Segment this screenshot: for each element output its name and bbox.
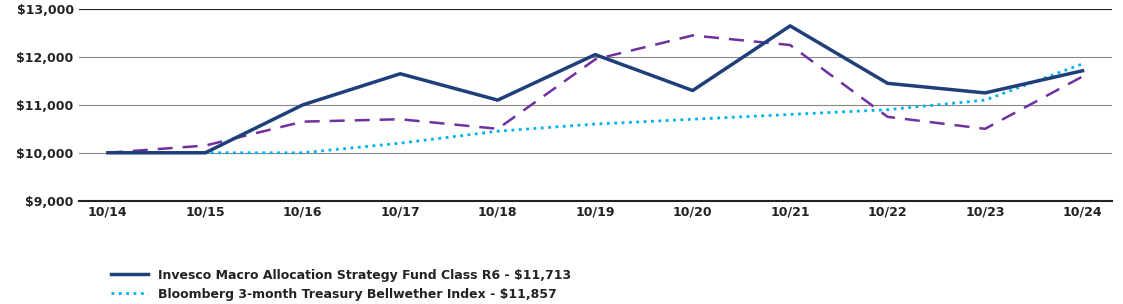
Invesco Macro Allocation Strategy Fund Class R6 - $11,713 (393, 72, 407, 76)
Bloomberg 3-month Treasury Bellwether Index - $11,857 (199, 151, 212, 154)
Bloomberg 3-month Treasury Bellwether Index - $11,857 (978, 98, 992, 102)
Bloomberg 3-month Treasury Bellwether Index - $11,857 (393, 141, 407, 145)
Bloomberg U.S. Aggregate Bond Index - $11,593 (199, 144, 212, 147)
Bloomberg 3-month Treasury Bellwether Index - $11,857 (686, 117, 700, 121)
Bloomberg 3-month Treasury Bellwether Index - $11,857 (784, 112, 797, 116)
Bloomberg U.S. Aggregate Bond Index - $11,593 (978, 127, 992, 131)
Invesco Macro Allocation Strategy Fund Class R6 - $11,713 (784, 24, 797, 28)
Bloomberg 3-month Treasury Bellwether Index - $11,857 (1076, 62, 1089, 66)
Legend: Invesco Macro Allocation Strategy Fund Class R6 - $11,713, Bloomberg 3-month Tre: Invesco Macro Allocation Strategy Fund C… (106, 264, 576, 304)
Bloomberg U.S. Aggregate Bond Index - $11,593 (686, 34, 700, 37)
Bloomberg U.S. Aggregate Bond Index - $11,593 (491, 127, 504, 131)
Invesco Macro Allocation Strategy Fund Class R6 - $11,713 (880, 81, 894, 85)
Bloomberg 3-month Treasury Bellwether Index - $11,857 (101, 151, 115, 154)
Invesco Macro Allocation Strategy Fund Class R6 - $11,713 (978, 91, 992, 95)
Invesco Macro Allocation Strategy Fund Class R6 - $11,713 (491, 98, 504, 102)
Invesco Macro Allocation Strategy Fund Class R6 - $11,713 (101, 151, 115, 154)
Bloomberg 3-month Treasury Bellwether Index - $11,857 (880, 108, 894, 112)
Bloomberg 3-month Treasury Bellwether Index - $11,857 (491, 130, 504, 133)
Invesco Macro Allocation Strategy Fund Class R6 - $11,713 (1076, 69, 1089, 73)
Invesco Macro Allocation Strategy Fund Class R6 - $11,713 (296, 103, 310, 107)
Invesco Macro Allocation Strategy Fund Class R6 - $11,713 (686, 89, 700, 92)
Bloomberg U.S. Aggregate Bond Index - $11,593 (296, 120, 310, 123)
Bloomberg U.S. Aggregate Bond Index - $11,593 (1076, 75, 1089, 78)
Bloomberg U.S. Aggregate Bond Index - $11,593 (588, 57, 602, 61)
Bloomberg 3-month Treasury Bellwether Index - $11,857 (296, 151, 310, 154)
Line: Invesco Macro Allocation Strategy Fund Class R6 - $11,713: Invesco Macro Allocation Strategy Fund C… (108, 26, 1083, 153)
Line: Bloomberg 3-month Treasury Bellwether Index - $11,857: Bloomberg 3-month Treasury Bellwether In… (108, 64, 1083, 153)
Bloomberg U.S. Aggregate Bond Index - $11,593 (101, 151, 115, 154)
Bloomberg U.S. Aggregate Bond Index - $11,593 (393, 117, 407, 121)
Line: Bloomberg U.S. Aggregate Bond Index - $11,593: Bloomberg U.S. Aggregate Bond Index - $1… (108, 36, 1083, 153)
Invesco Macro Allocation Strategy Fund Class R6 - $11,713 (588, 53, 602, 57)
Bloomberg U.S. Aggregate Bond Index - $11,593 (880, 115, 894, 119)
Bloomberg 3-month Treasury Bellwether Index - $11,857 (588, 122, 602, 126)
Invesco Macro Allocation Strategy Fund Class R6 - $11,713 (199, 151, 212, 154)
Bloomberg U.S. Aggregate Bond Index - $11,593 (784, 43, 797, 47)
